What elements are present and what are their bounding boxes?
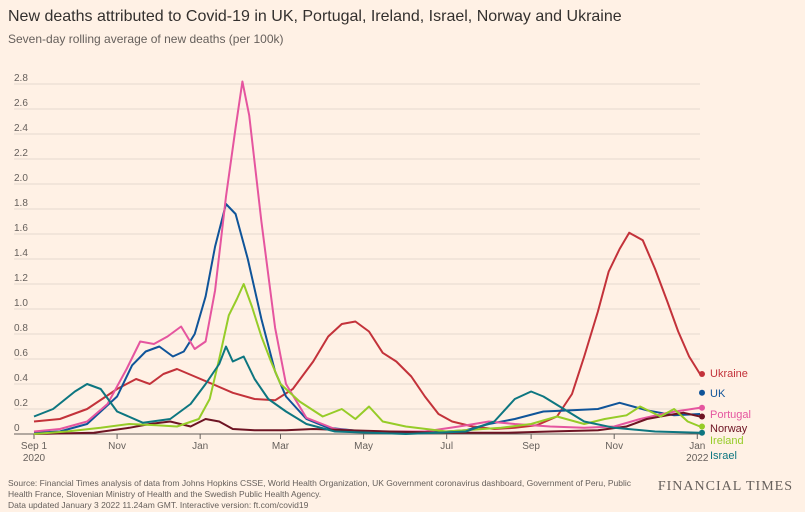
y-axis-ticks: 0 0.2 0.4 0.6 0.8 1.0 1.2 1.4 1.6 1.8 2.0 2.2 2.4 2.6…	[14, 73, 28, 434]
x-tick-label: Mar	[272, 441, 290, 452]
y-tick-label: 1.0	[14, 298, 28, 309]
series-lines	[33, 80, 701, 435]
y-tick-label: 1.4	[14, 248, 28, 259]
y-tick-label: 2.8	[14, 73, 28, 84]
series-label-norway: Norway	[710, 423, 748, 435]
series-line-ukraine	[33, 231, 701, 430]
y-tick-label: 2.0	[14, 173, 28, 184]
series-label-israel: Israel	[710, 450, 737, 462]
series-endpoint-ukraine	[699, 371, 705, 377]
x-tick-sublabel: 2020	[23, 453, 46, 464]
series-endpoint-uk	[699, 389, 705, 396]
x-tick-sublabel: 2022	[686, 453, 709, 464]
series-endpoint-israel	[699, 429, 705, 436]
y-tick-label: 1.8	[14, 198, 28, 209]
y-tick-label: 2.4	[14, 123, 28, 134]
x-tick-label: Jan	[192, 441, 208, 452]
x-tick-label: Sep 1	[21, 441, 48, 452]
x-tick-label: Jan	[689, 441, 705, 452]
y-tick-label: 0	[14, 423, 20, 434]
chart-title: New deaths attributed to Covid-19 in UK,…	[8, 8, 622, 25]
y-tick-label: 2.2	[14, 148, 28, 159]
y-tick-label: 0.8	[14, 323, 28, 334]
x-tick-label: Jul	[440, 441, 453, 452]
series-endpoint-portugal	[699, 404, 705, 411]
y-tick-label: 0.2	[14, 398, 28, 409]
series-line-norway	[33, 411, 701, 435]
y-tick-label: 1.2	[14, 273, 28, 284]
series-label-ireland: Ireland	[710, 435, 744, 447]
ft-logo[interactable]: FINANCIAL TIMES	[657, 479, 793, 494]
y-tick-label: 0.4	[14, 373, 28, 384]
y-gridlines	[14, 83, 700, 435]
source-line: Source: Financial Times analysis of data…	[8, 478, 631, 499]
source-note: Source: Financial Times analysis of data…	[8, 478, 648, 511]
series-line-uk	[33, 203, 701, 434]
y-tick-label: 1.6	[14, 223, 28, 234]
series-label-uk: UK	[710, 388, 726, 400]
x-tick-label: Sep	[522, 441, 540, 452]
series-endpoint-ireland	[699, 423, 705, 430]
series-line-portugal	[33, 80, 701, 433]
updated-line[interactable]: Data updated January 3 2022 11.24am GMT.…	[8, 500, 309, 510]
series-line-israel	[33, 345, 701, 435]
series-label-ukraine: Ukraine	[710, 368, 748, 380]
y-tick-label: 2.6	[14, 98, 28, 109]
x-tick-label: May	[354, 441, 373, 452]
series-endpoints	[699, 371, 705, 436]
series-label-portugal: Portugal	[710, 409, 751, 421]
line-chart: 0 0.2 0.4 0.6 0.8 1.0 1.2 1.4 1.6 1.8 2.0 2.2 2.4 2.6…	[14, 73, 751, 464]
series-endpoint-norway	[699, 413, 705, 420]
x-tick-label: Nov	[605, 441, 623, 452]
x-tick-label: Nov	[108, 441, 126, 452]
series-line-ireland	[33, 283, 701, 435]
chart-subtitle: Seven-day rolling average of new deaths …	[8, 32, 284, 46]
y-tick-label: 0.6	[14, 348, 28, 359]
